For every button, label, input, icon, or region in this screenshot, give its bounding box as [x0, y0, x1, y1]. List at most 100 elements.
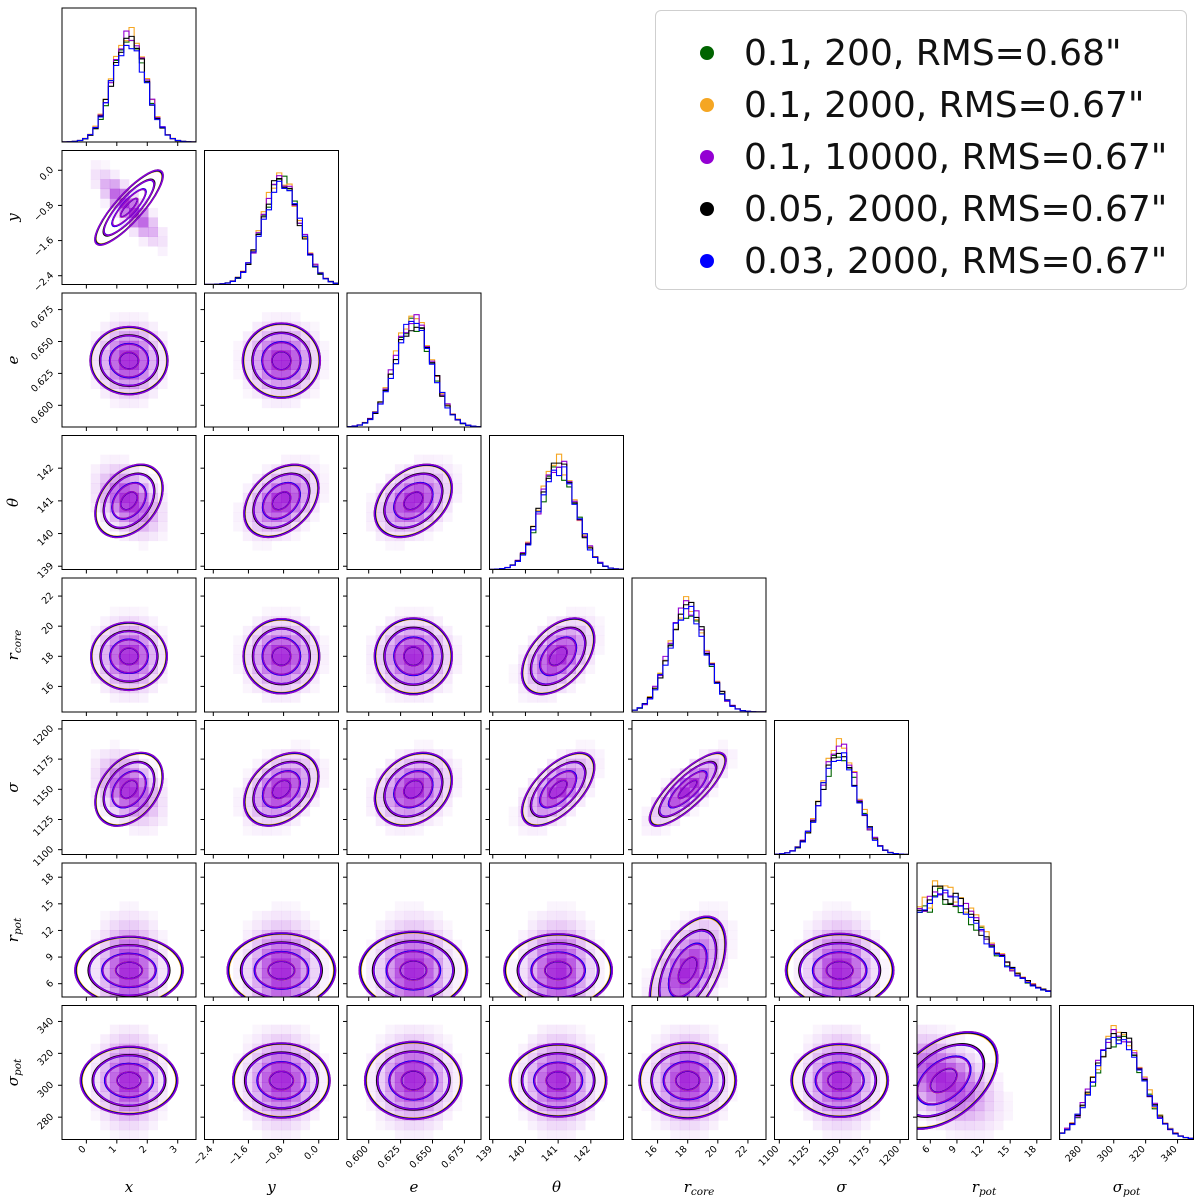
panel-frame [346, 292, 482, 428]
contour-1sigma [539, 770, 577, 808]
x-tick-label: 139 [474, 1144, 495, 1165]
x-axis-label: rcore [684, 1178, 715, 1198]
panel-frame [489, 720, 624, 855]
panel-frame [61, 7, 197, 143]
x-tick-label: 0 [76, 1144, 88, 1156]
y-tick-label: −1.6 [32, 235, 56, 259]
y-tick-label: −2.4 [32, 270, 56, 294]
contour-panel-sigma_pot-vs-sigma: 1100 1125 1150 1175 1200 σ [757, 1005, 909, 1196]
y-axis-label: e [4, 355, 22, 364]
legend: 0.1, 200, RMS=0.68" 0.1, 2000, RMS=0.67"… [655, 10, 1187, 290]
panel-frame [204, 150, 339, 285]
hist-panel-theta [489, 435, 624, 574]
contour-1.5sigma [253, 473, 310, 529]
contour-2sigma [648, 915, 727, 997]
legend-marker [700, 98, 714, 112]
x-tick-label: 280 [1063, 1144, 1084, 1165]
contour-1sigma [393, 637, 433, 676]
contour-panel-sigma-vs-theta [485, 720, 624, 859]
x-tick-label: 9 [947, 1144, 959, 1156]
contour-panel-sigma-vs-r_core [628, 720, 767, 859]
x-tick-label: 15 [996, 1144, 1012, 1160]
contour-1.5sigma [530, 761, 586, 818]
contour-1sigma [262, 482, 301, 520]
x-axis-label: rpot [972, 1178, 997, 1198]
contour-panel-r_core-vs-theta [485, 577, 624, 716]
contour-0.5sigma [119, 491, 139, 511]
contour-panel-sigma_pot-vs-r_pot: 6 9 12 15 18 rpot [913, 1005, 1052, 1198]
y-tick-label: 22 [40, 590, 56, 606]
contour-1sigma [531, 952, 585, 989]
x-tick-label: 141 [540, 1144, 561, 1165]
x-tick-label: 20 [704, 1144, 720, 1160]
histogram-theta-series-1 [489, 466, 624, 570]
contour-1.5sigma [658, 929, 717, 997]
y-tick-label: 320 [36, 1048, 57, 1069]
legend-label: 0.1, 200, RMS=0.68" [744, 32, 1122, 74]
contour-panel-r_pot-vs-r_core [628, 862, 767, 1001]
y-tick-label: 1150 [31, 784, 56, 809]
x-tick-label: 1100 [757, 1144, 782, 1169]
histogram-theta-series-5 [489, 466, 624, 570]
contour-2sigma [520, 751, 596, 827]
y-tick-label: 141 [36, 495, 57, 516]
contour-1sigma [262, 637, 301, 676]
y-tick-label: 0.650 [29, 336, 56, 363]
histogram-r_core-series-5 [632, 605, 766, 712]
contour-1.5sigma [240, 942, 323, 997]
contour-0.5sigma [548, 646, 568, 667]
contour-0.5sigma [114, 961, 144, 980]
y-tick-label: 0.600 [29, 400, 56, 427]
contour-2sigma [358, 930, 469, 997]
legend-marker [700, 254, 714, 268]
x-tick-label: 22 [734, 1144, 750, 1160]
y-tick-label: 139 [36, 561, 57, 582]
contour-1.5sigma [103, 473, 155, 529]
contour-1sigma [257, 1061, 306, 1100]
contour-panel-theta-vs-x: 139 140 141 142 θ [4, 435, 197, 582]
panel-frame [631, 1005, 767, 1140]
contour-0.5sigma [543, 960, 573, 981]
x-tick-label: 300 [1095, 1144, 1116, 1165]
histogram-e-series-5 [347, 320, 481, 427]
contour-1sigma [104, 1063, 154, 1098]
panel-frame [204, 1005, 339, 1140]
contour-2sigma [638, 1041, 738, 1120]
contour-1sigma [262, 770, 301, 808]
contour-1sigma [254, 951, 309, 990]
contour-1.5sigma [803, 1052, 877, 1109]
contour-2sigma [241, 322, 322, 399]
histogram-r_pot-series-5 [917, 889, 1051, 997]
x-tick-label: 1125 [787, 1144, 812, 1169]
legend-entry: 0.1, 200, RMS=0.68" [700, 29, 1122, 77]
x-axis-label: σpot [1113, 1178, 1141, 1198]
contour-1sigma [111, 188, 147, 227]
contour-panel-y-vs-x: −2.4 −1.6 −0.8 0.0 y [4, 150, 197, 294]
y-tick-label: 12 [40, 925, 56, 941]
contour-0.5sigma [271, 779, 292, 800]
contour-0.5sigma [271, 491, 292, 511]
hist-panel-sigma [774, 720, 909, 859]
contour-panel-e-vs-x: 0.600 0.625 0.650 0.675 e [4, 292, 197, 431]
y-tick-label: 300 [36, 1080, 57, 1101]
y-tick-label: −0.8 [32, 200, 56, 224]
x-tick-label: −2.4 [191, 1144, 215, 1168]
x-tick-label: 18 [673, 1144, 689, 1160]
contour-2sigma [74, 935, 184, 997]
x-tick-label: 0.625 [376, 1144, 403, 1171]
contour-0.5sigma [400, 1070, 427, 1091]
contour-2sigma [94, 169, 164, 246]
y-tick-label: 20 [40, 621, 56, 637]
contour-0.5sigma [548, 779, 568, 800]
contour-1sigma [261, 341, 301, 380]
contour-1sigma [102, 953, 156, 988]
contour-1.5sigma [383, 761, 443, 818]
legend-label: 0.1, 2000, RMS=0.67" [744, 84, 1145, 126]
contour-0.5sigma [271, 646, 292, 667]
panel-frame [61, 435, 197, 570]
contour-panel-sigma_pot-vs-y: −2.4 −1.6 −0.8 0.0 y [191, 1005, 339, 1196]
panel-frame [204, 720, 339, 855]
y-tick-label: 1175 [31, 753, 56, 778]
histogram-sigma-series-1 [774, 754, 909, 855]
contour-1.5sigma [252, 627, 311, 685]
